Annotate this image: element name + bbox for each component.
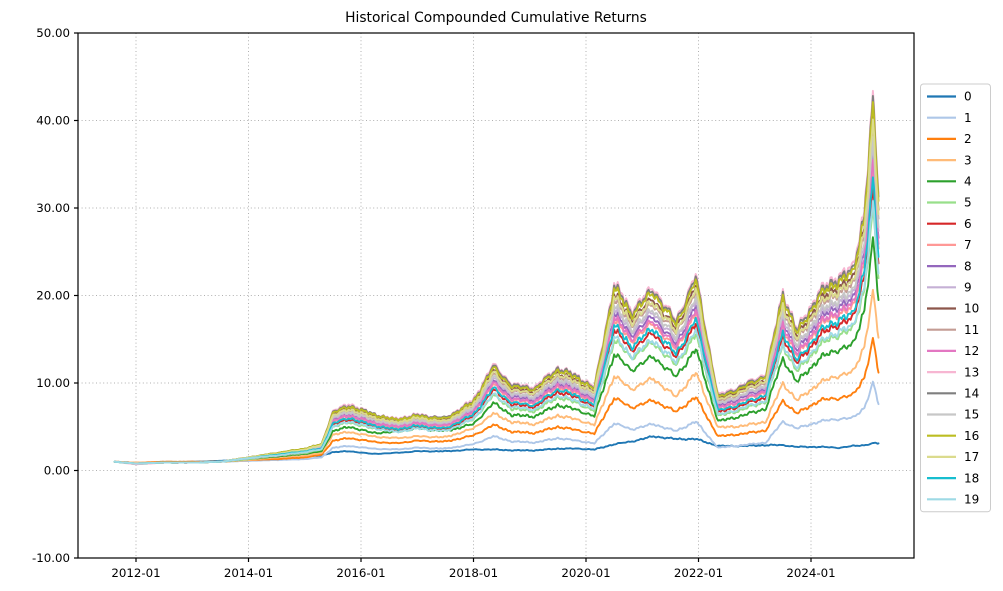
legend-item-label: 7 xyxy=(964,238,972,252)
y-tick-label: 20.00 xyxy=(36,289,70,303)
y-tick-label: 0.00 xyxy=(44,464,70,478)
legend-item-18: 18 xyxy=(927,471,979,485)
legend-item-15: 15 xyxy=(927,408,979,422)
legend-box xyxy=(920,83,991,513)
legend-item-label: 16 xyxy=(964,429,979,443)
legend-item-8: 8 xyxy=(927,259,972,273)
x-tick-label: 2018-01 xyxy=(449,566,498,580)
legend-item-16: 16 xyxy=(927,429,979,443)
series-line-0 xyxy=(113,435,880,464)
legend-item-label: 6 xyxy=(964,217,972,231)
legend-item-label: 1 xyxy=(964,111,972,125)
legend-item-1: 1 xyxy=(927,111,972,125)
y-tick-label: 10.00 xyxy=(36,376,70,390)
legend-item-label: 2 xyxy=(964,132,972,146)
y-tick-label: 50.00 xyxy=(36,26,70,40)
legend-item-0: 0 xyxy=(927,90,972,104)
legend-item-label: 4 xyxy=(964,175,972,189)
y-axis-tick-labels: -10.00 0.00 10.00 20.00 30.00 40.00 50.00 xyxy=(32,26,70,565)
series-line-18 xyxy=(113,176,880,465)
legend-item-label: 11 xyxy=(964,323,979,337)
legend-item-label: 5 xyxy=(964,196,972,210)
legend-item-label: 18 xyxy=(964,471,979,485)
x-axis-tick-labels: 2012-01 2014-01 2016-01 2018-01 2020-01 2022-… xyxy=(111,566,835,580)
legend-item-label: 0 xyxy=(964,90,972,104)
x-tick-label: 2022-01 xyxy=(674,566,723,580)
legend-item-label: 19 xyxy=(964,493,979,507)
legend-item-label: 9 xyxy=(964,281,972,295)
legend-item-7: 7 xyxy=(927,238,972,252)
legend-item-14: 14 xyxy=(927,387,979,401)
x-tick-label: 2016-01 xyxy=(336,566,385,580)
legend-item-label: 8 xyxy=(964,259,972,273)
series-line-13 xyxy=(113,89,880,466)
legend-item-12: 12 xyxy=(927,344,979,358)
legend-item-11: 11 xyxy=(927,323,979,337)
legend-item-13: 13 xyxy=(927,365,979,379)
series-line-14 xyxy=(113,95,880,465)
legend-item-label: 17 xyxy=(964,450,979,464)
x-tick-label: 2024-01 xyxy=(786,566,835,580)
legend-item-2: 2 xyxy=(927,132,972,146)
legend-item-3: 3 xyxy=(927,153,972,167)
legend-item-label: 10 xyxy=(964,302,979,316)
y-tick-label: 30.00 xyxy=(36,201,70,215)
series-line-9 xyxy=(113,141,880,465)
y-tick-label: -10.00 xyxy=(32,551,70,565)
series-line-17 xyxy=(113,118,880,465)
legend-item-4: 4 xyxy=(927,175,972,189)
legend-item-label: 15 xyxy=(964,408,979,422)
y-tick-label: 40.00 xyxy=(36,114,70,128)
legend-item-9: 9 xyxy=(927,281,972,295)
series-lines xyxy=(113,89,880,466)
legend-item-17: 17 xyxy=(927,450,979,464)
legend-item-label: 12 xyxy=(964,344,979,358)
gridlines xyxy=(78,32,914,559)
series-line-8 xyxy=(113,150,880,465)
chart-title: Historical Compounded Cumulative Returns xyxy=(345,10,647,26)
legend-item-label: 3 xyxy=(964,153,972,167)
series-line-7 xyxy=(113,165,880,465)
x-tick-label: 2014-01 xyxy=(224,566,273,580)
x-tick-label: 2020-01 xyxy=(561,566,610,580)
legend-item-5: 5 xyxy=(927,196,972,210)
series-line-19 xyxy=(113,200,880,465)
series-line-4 xyxy=(113,236,880,465)
x-tick-label: 2012-01 xyxy=(111,566,160,580)
legend-item-6: 6 xyxy=(927,217,972,231)
legend-item-label: 14 xyxy=(964,387,979,401)
axis-tick-marks xyxy=(74,32,812,562)
legend-item-19: 19 xyxy=(927,493,979,507)
legend-item-label: 13 xyxy=(964,365,979,379)
series-line-12 xyxy=(113,158,880,465)
legend-item-10: 10 xyxy=(927,302,979,316)
